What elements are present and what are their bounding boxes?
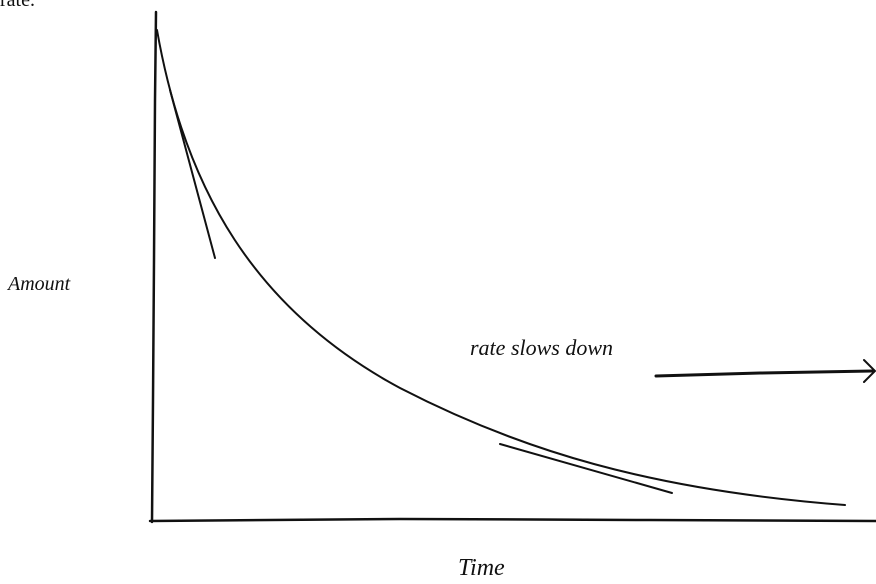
decay-curve	[157, 30, 845, 505]
x-axis	[150, 519, 876, 521]
y-label: Amount	[6, 273, 71, 295]
tangent-shallow	[500, 444, 672, 493]
arrow-shaft	[656, 371, 872, 376]
header-text: rate.	[0, 0, 35, 11]
tangent-steep	[170, 90, 215, 258]
page: rate. Amount rate slows down Time (() =>…	[0, 0, 876, 584]
x-label: Time	[458, 555, 505, 581]
y-axis	[152, 12, 156, 522]
diagram: rate. Amount rate slows down Time	[0, 0, 876, 584]
annotation: rate slows down	[470, 335, 613, 360]
